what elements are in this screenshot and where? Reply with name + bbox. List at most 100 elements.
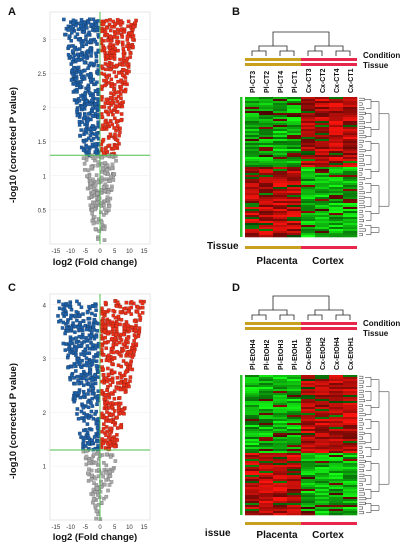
heatmap-d-cell [329,381,344,384]
heatmap-d-cell [315,405,330,408]
heatmap-d-cell [287,415,302,418]
volcano-c-point [115,386,120,391]
volcano-a-point [103,30,108,35]
heatmap-b-cell [287,227,302,230]
heatmap-d-cell [343,465,358,468]
volcano-c-point [99,414,104,419]
volcano-c-point [104,494,109,499]
heatmap-b-cell [329,203,344,206]
volcano-c-point [99,411,104,416]
heatmap-d-cell [273,425,288,428]
heatmap-b-cell [273,99,288,102]
heatmap-d-cell [315,375,330,378]
heatmap-d-cell [343,425,358,428]
heatmap-d-cell [287,425,302,428]
heatmap-b-cell [273,219,288,222]
heatmap-d-cell [315,491,330,494]
heatmap-d-cell [287,485,302,488]
heatmap-d-cell [259,419,274,422]
volcano-a-point [103,182,108,187]
heatmap-d-dendrogram-branch [279,314,295,320]
heatmap-d-cell [287,459,302,462]
heatmap-b-cell [343,189,358,192]
heatmap-b-cell [273,105,288,108]
heatmap-b-cell [245,209,260,212]
volcano-c-point [62,305,67,310]
volcano-c-point [73,364,78,369]
heatmap-d-cell [259,383,274,386]
volcano-a-point [71,72,75,77]
heatmap-b-cell [301,177,316,180]
heatmap-b-cell [329,117,344,120]
heatmap-b-cell [329,101,344,104]
volcano-a-point [66,52,71,57]
heatmap-d-cell [315,505,330,508]
heatmap-d-cell [273,439,288,442]
volcano-a-point [69,30,74,35]
heatmap-d-cell [245,465,260,468]
volcano-a-point [108,179,112,183]
heatmap-b-cell [315,169,330,172]
heatmap-d-tissue-bar-cortex [301,327,357,330]
heatmap-b-column-label: Cx-CT3 [306,68,313,93]
volcano-c-point [82,353,87,358]
heatmap-d-cell [287,421,302,424]
heatmap-b-cell [343,195,358,198]
heatmap-d-cell [301,433,316,436]
volcano-c-point [101,353,106,357]
heatmap-b-cell [301,97,316,100]
heatmap-b-cell [301,133,316,136]
heatmap-b-cell [245,227,260,230]
volcano-c-point [108,443,113,448]
heatmap-b-cell [343,171,358,174]
heatmap-b-cell [287,215,302,218]
heatmap-b-cell [343,169,358,172]
volcano-a-point [112,53,117,58]
heatmap-d-cell [329,443,344,446]
volcano-a-point [107,46,112,50]
heatmap-d-cell [287,407,302,410]
heatmap-b-cell [245,191,260,194]
volcano-a-point [79,74,84,79]
volcano-plot-a: 0.511.522.53-15 -10 -5 0 5 10 15 log2 (Fold ch… [8,11,151,268]
heatmap-b-cell [343,119,358,122]
heatmap-b-cell [259,107,274,110]
heatmap-b-cell [301,197,316,200]
volcano-c-point [91,358,96,363]
volcano-c-point [106,308,111,313]
heatmap-d-cell [259,431,274,434]
heatmap-b-cell [301,187,316,190]
volcano-c-point [94,363,99,368]
heatmap-b-cell [287,235,302,238]
volcano-c-point [92,481,96,486]
heatmap-b-cell [259,209,274,212]
heatmap-b-cell [315,181,330,184]
volcano-c-point [96,389,101,394]
heatmap-d-cell [259,395,274,398]
heatmap-d-cell [273,499,288,502]
heatmap-d-cell [343,495,358,498]
heatmap-b-cell [329,97,344,100]
heatmap-b-cell [273,141,288,144]
volcano-c-point [106,339,110,344]
heatmap-b-cell [329,177,344,180]
heatmap-d-cell [329,389,344,392]
volcano-c-point [87,382,91,387]
heatmap-d-cell [273,513,288,516]
volcano-a-point [89,98,94,103]
volcano-c-point [89,427,94,432]
volcano-c-point [115,426,120,430]
heatmap-d-cell [329,393,344,396]
volcano-c-point [73,330,77,335]
volcano-a-point [86,136,91,141]
heatmap-d-dendrogram-branch [272,295,330,310]
heatmap-d-cell [329,401,344,404]
volcano-a-point [108,28,113,33]
volcano-c-point [108,474,113,478]
heatmap-d-cell [315,509,330,512]
heatmap-b-cell [287,103,302,106]
heatmap-d-cell [315,461,330,464]
heatmap-d-cell [301,449,316,452]
volcano-a-point [119,112,124,116]
volcano-a-point [115,110,120,114]
